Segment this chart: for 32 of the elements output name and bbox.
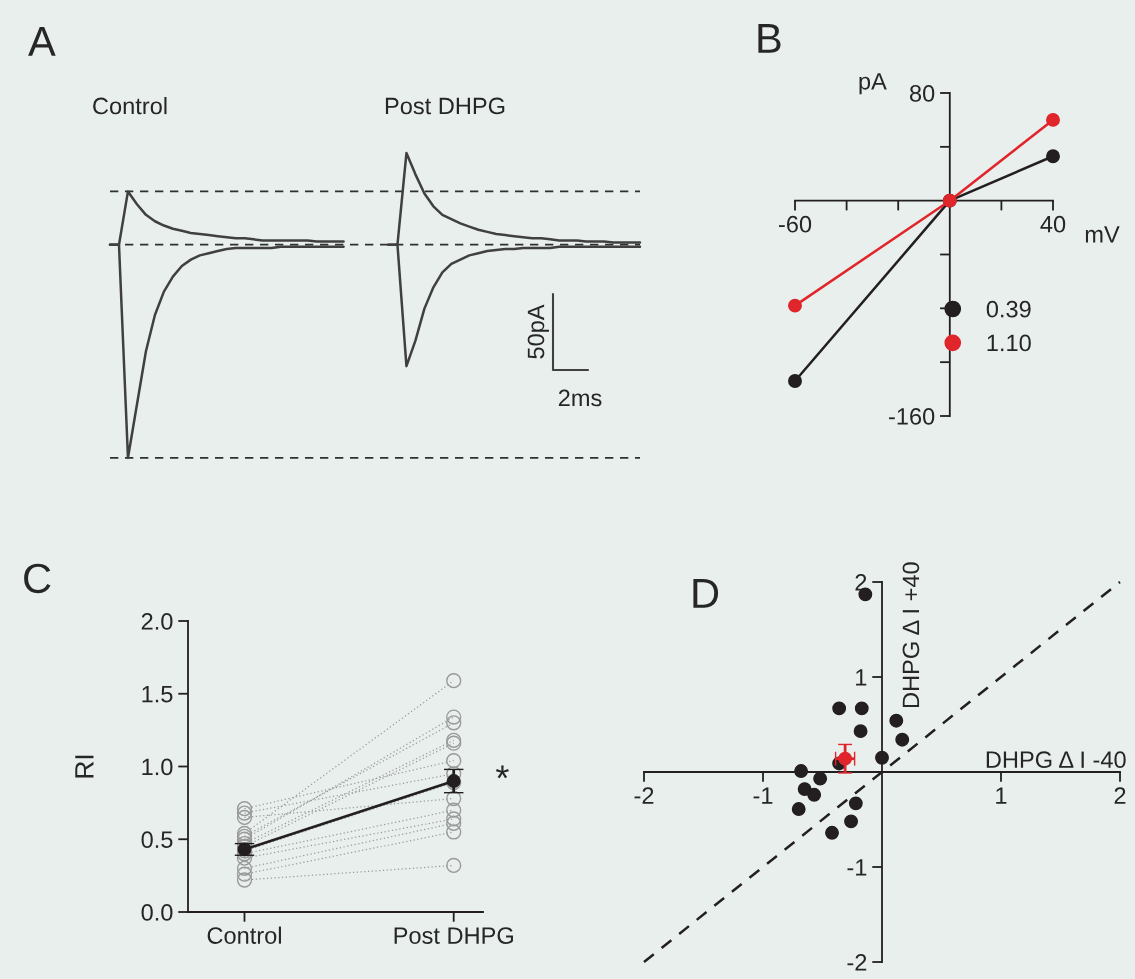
y-tick-label: 0.0 [141,904,173,921]
annotation: 2ms [558,389,602,407]
x-tick-label: -60 [778,215,812,233]
legend-label: 0.39 [986,300,1031,318]
y-tick-label: -160 [889,408,935,425]
y-tick-label: -2 [847,954,867,971]
x-tick-label: 1 [996,787,1007,804]
text: Post DHPG [385,97,505,115]
y-tick-label: 1.5 [142,686,173,703]
x-axis-title: mV [1085,226,1120,243]
y-axis-title: DHPG Δ I +40 [902,562,920,708]
x-tick-label: -2 [634,787,654,804]
annotation: * [495,765,509,779]
chart-title: D [693,579,719,608]
text: Control [93,97,167,115]
x-tick-label: 40 [1040,215,1066,233]
y-tick-label: 1.0 [142,758,173,776]
x-tick-label: 2 [1114,787,1126,804]
chart-title: B [758,24,781,53]
y-tick-label: 1 [856,669,867,686]
y-axis-title: RI [75,755,94,778]
y-tick-label: 80 [909,85,935,102]
chart-title: A [28,27,56,56]
x-axis-title: DHPG Δ I -40 [986,751,1126,769]
y-tick-label: -1 [847,859,867,876]
legend-label: 1.10 [987,334,1031,352]
annotation: 50pA [527,304,550,359]
y-tick-label: 0.5 [141,831,173,849]
y-tick-label: 2.0 [141,613,173,630]
chart-title: C [24,563,51,594]
x-tick-label: -1 [753,787,773,804]
y-axis-title: pA [859,73,887,95]
